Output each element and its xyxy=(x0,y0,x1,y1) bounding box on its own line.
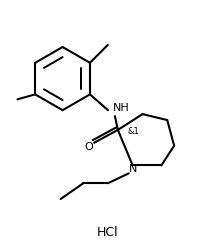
Text: NH: NH xyxy=(113,103,130,113)
Text: HCl: HCl xyxy=(97,226,119,239)
Text: O: O xyxy=(84,142,93,152)
Text: N: N xyxy=(129,164,137,174)
Text: &1: &1 xyxy=(128,127,140,136)
